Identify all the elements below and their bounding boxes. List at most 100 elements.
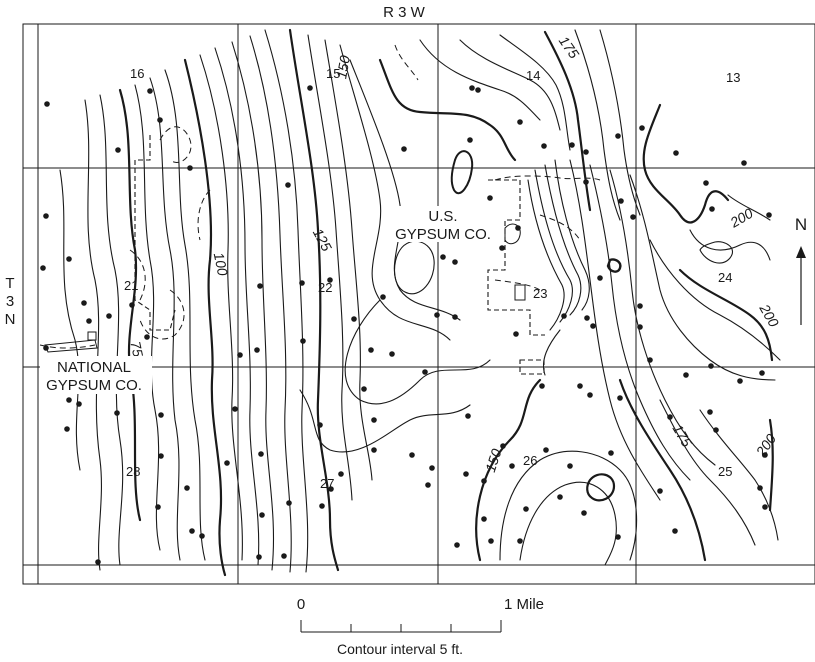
well-point — [583, 149, 589, 155]
well-point — [707, 409, 713, 415]
well-point — [741, 160, 747, 166]
well-point — [338, 471, 344, 477]
well-point — [199, 533, 205, 539]
well-point — [577, 383, 583, 389]
well-point — [147, 88, 153, 94]
well-point — [371, 447, 377, 453]
index-contour-125 — [288, 28, 340, 572]
property-boundaries — [134, 135, 545, 375]
township-letter: T — [5, 275, 14, 292]
well-point — [307, 85, 313, 91]
section-14: 14 — [526, 68, 540, 83]
well-point — [257, 283, 263, 289]
well-point — [281, 553, 287, 559]
well-point — [259, 512, 265, 518]
well-point — [254, 347, 260, 353]
well-point — [81, 300, 87, 306]
well-point — [158, 412, 164, 418]
well-point — [515, 225, 521, 231]
scale-end: 1 Mile — [504, 596, 544, 613]
well-point — [543, 447, 549, 453]
well-point — [759, 370, 765, 376]
well-point — [569, 142, 575, 148]
well-point — [475, 87, 481, 93]
section-24: 24 — [718, 270, 732, 285]
well-point — [639, 125, 645, 131]
well-point — [647, 357, 653, 363]
well-point — [762, 504, 768, 510]
well-point — [319, 503, 325, 509]
well-point — [541, 143, 547, 149]
well-point — [499, 245, 505, 251]
well-point — [703, 180, 709, 186]
well-point — [440, 254, 446, 260]
well-point — [539, 383, 545, 389]
well-point — [766, 212, 772, 218]
well-point — [66, 397, 72, 403]
well-point — [590, 323, 596, 329]
well-point — [256, 554, 262, 560]
index-contour-200-south — [768, 418, 774, 512]
well-point — [488, 538, 494, 544]
well-point — [467, 137, 473, 143]
well-point — [409, 452, 415, 458]
well-point — [517, 119, 523, 125]
well-point — [129, 302, 135, 308]
well-point — [708, 363, 714, 369]
well-point — [757, 485, 763, 491]
well-point — [561, 313, 567, 319]
well-point — [481, 516, 487, 522]
section-numbers: 16 15 14 13 21 22 23 24 28 27 26 25 — [124, 66, 740, 491]
us-gypsum-line-2: GYPSUM CO. — [395, 226, 491, 243]
contour-lines — [59, 28, 781, 577]
national-gypsum-line-1: NATIONAL — [57, 359, 131, 376]
well-point — [584, 315, 590, 321]
contour-labels: 150 175 125 100 75 200 200 200 175 150 — [127, 33, 782, 474]
range-label: R 3 W — [383, 4, 426, 21]
well-point — [454, 542, 460, 548]
well-point — [557, 494, 563, 500]
well-point — [224, 460, 230, 466]
well-point — [713, 427, 719, 433]
contour-label-75: 75 — [127, 340, 146, 359]
index-contour-200-east — [678, 268, 774, 362]
well-point — [615, 534, 621, 540]
well-point — [637, 303, 643, 309]
well-point — [630, 214, 636, 220]
well-point — [317, 422, 323, 428]
well-point — [237, 352, 243, 358]
contour-label-150-north: 150 — [333, 54, 353, 80]
well-point — [452, 314, 458, 320]
index-contour-150 — [378, 58, 517, 162]
us-gypsum-label: U.S. GYPSUM CO. — [388, 206, 500, 243]
well-point — [380, 294, 386, 300]
well-point — [114, 410, 120, 416]
north-arrow: N — [795, 215, 807, 325]
section-16: 16 — [130, 66, 144, 81]
section-26: 26 — [523, 453, 537, 468]
well-point — [709, 206, 715, 212]
section-15: 15 — [326, 66, 340, 81]
well-point — [517, 538, 523, 544]
well-point — [657, 488, 663, 494]
well-point — [95, 559, 101, 565]
well-point — [43, 345, 49, 351]
well-point — [157, 117, 163, 123]
well-point — [683, 372, 689, 378]
index-contour-175-south — [618, 378, 707, 562]
well-point — [184, 485, 190, 491]
scale-bar: 0 1 Mile Contour interval 5 ft. — [297, 596, 544, 657]
index-contour-150-south — [475, 378, 542, 562]
well-point — [328, 486, 334, 492]
well-point — [144, 334, 150, 340]
well-point — [389, 351, 395, 357]
well-point — [286, 500, 292, 506]
well-point — [86, 318, 92, 324]
us-gypsum-plant — [504, 223, 526, 301]
well-point — [672, 528, 678, 534]
section-grid — [22, 23, 815, 585]
well-point — [469, 85, 475, 91]
contour-label-150-south: 150 — [482, 447, 505, 474]
well-point — [452, 259, 458, 265]
